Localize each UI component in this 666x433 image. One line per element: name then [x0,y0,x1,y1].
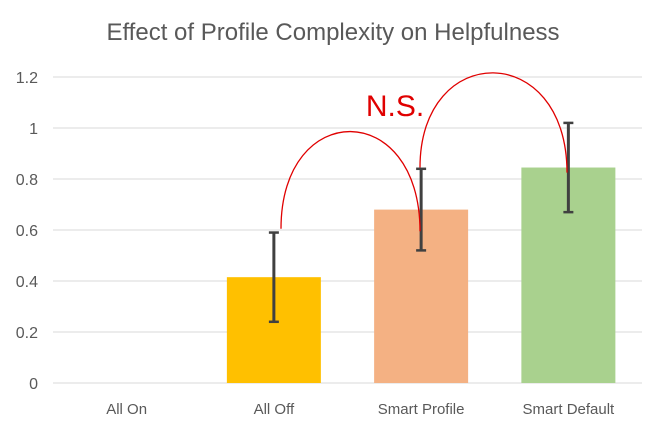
error-bars [268,121,574,324]
x-tick-label: All On [106,401,147,418]
error-bar [268,231,279,324]
significance-arc [280,131,421,232]
x-tick-label: All Off [254,401,295,418]
error-bar [563,121,574,214]
axis-labels: 0 0.2 0.4 0.6 0.8 1 1.2 All On All Off Smart Prof… [16,70,615,418]
x-tick-label: Smart Profile [378,401,465,418]
gridlines [53,76,642,384]
ns-annotation: N.S. [366,90,424,123]
chart-title: Effect of Profile Complexity on Helpfuln… [106,19,560,46]
y-tick-label: 0.8 [16,172,38,189]
error-bar [416,167,427,252]
significance-arc [419,72,568,173]
y-tick-label: 1.2 [16,70,38,87]
y-tick-label: 1 [29,121,38,138]
y-tick-label: 0.4 [16,274,38,291]
y-tick-label: 0.2 [16,325,38,342]
y-tick-label: 0 [29,376,38,393]
x-tick-label: Smart Default [523,401,616,418]
significance-arcs [280,72,568,232]
y-tick-label: 0.6 [16,223,38,240]
